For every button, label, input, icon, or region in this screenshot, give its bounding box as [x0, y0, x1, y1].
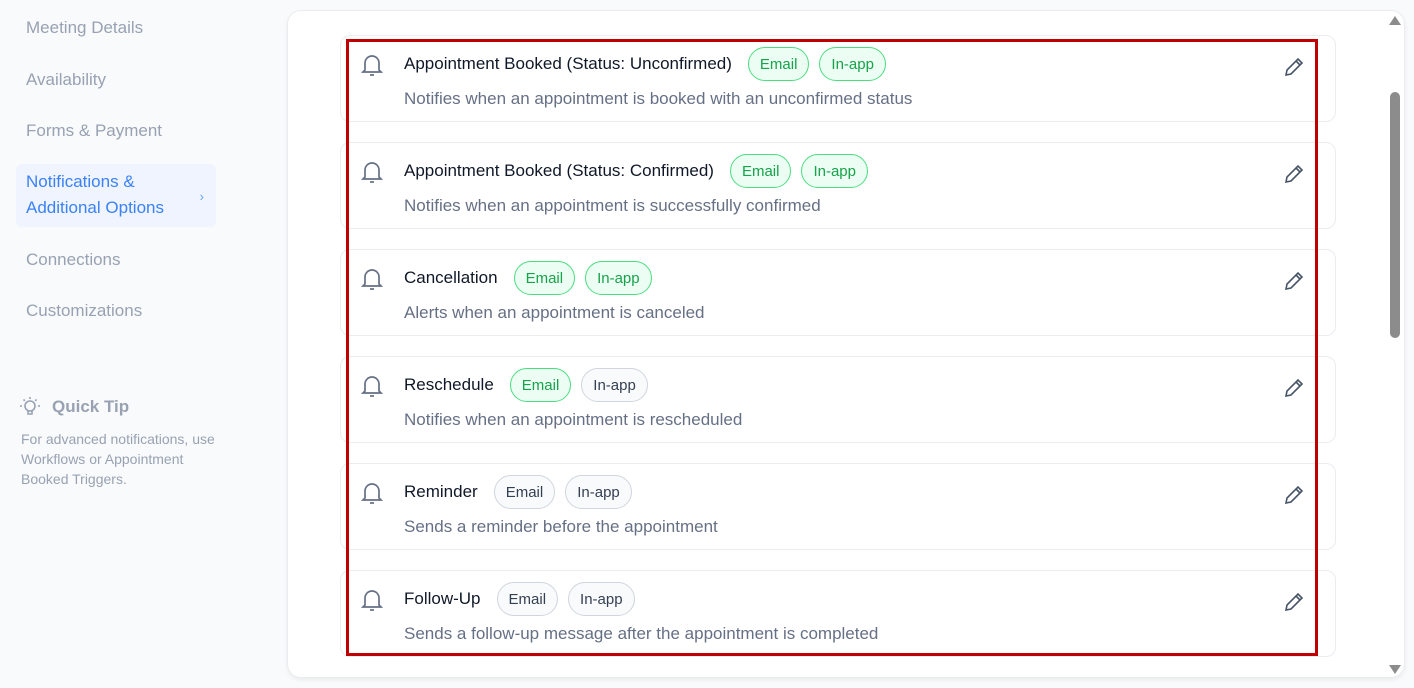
sidebar-item-availability[interactable]: Availability [26, 70, 107, 89]
notification-title: Cancellation [404, 268, 498, 287]
notification-title: Follow-Up [404, 589, 481, 608]
email-channel-chip[interactable]: Email [513, 261, 576, 295]
bell-icon [361, 269, 383, 290]
notification-description: Sends a follow-up message after the appo… [404, 624, 879, 643]
bell-icon [361, 483, 383, 504]
edit-pencil-icon[interactable] [1283, 163, 1305, 185]
quick-tip: Quick Tip For advanced notifications, us… [18, 395, 228, 489]
sidebar-item-meeting-details[interactable]: Meeting Details [26, 18, 144, 37]
email-channel-chip[interactable]: Email [509, 368, 572, 402]
notification-card: Appointment Booked (Status: Confirmed) E… [340, 142, 1336, 229]
notification-description: Sends a reminder before the appointment [404, 517, 718, 536]
notification-title: Reschedule [404, 375, 494, 394]
sidebar-item-connections[interactable]: Connections [26, 250, 121, 269]
edit-pencil-icon[interactable] [1283, 270, 1305, 292]
email-channel-chip[interactable]: Email [496, 582, 559, 616]
edit-pencil-icon[interactable] [1283, 377, 1305, 399]
notification-description: Notifies when an appointment is successf… [404, 196, 821, 215]
inapp-channel-chip[interactable]: In-app [585, 261, 652, 295]
notification-description: Notifies when an appointment is reschedu… [404, 410, 743, 429]
sidebar-item-label: Additional Options [26, 198, 164, 217]
lightbulb-icon [20, 397, 40, 415]
scrollbar-thumb[interactable] [1390, 92, 1400, 338]
notification-title: Appointment Booked (Status: Confirmed) [404, 161, 714, 180]
inapp-channel-chip[interactable]: In-app [819, 47, 886, 81]
notification-title: Reminder [404, 482, 478, 501]
bell-icon [361, 376, 383, 397]
quick-tip-title: Quick Tip [52, 397, 130, 416]
scroll-down-icon[interactable] [1389, 665, 1401, 674]
bell-icon [361, 162, 383, 183]
sidebar-item-customizations[interactable]: Customizations [26, 301, 143, 320]
notification-description: Notifies when an appointment is booked w… [404, 89, 913, 108]
notification-description: Alerts when an appointment is canceled [404, 303, 705, 322]
bell-icon [361, 590, 383, 611]
email-channel-chip[interactable]: Email [493, 475, 556, 509]
edit-pencil-icon[interactable] [1283, 56, 1305, 78]
chevron-right-icon: › [199, 189, 204, 204]
notification-card: Reschedule Email In-app Notifies when an… [340, 356, 1336, 443]
email-channel-chip[interactable]: Email [729, 154, 792, 188]
scrollbar[interactable] [1386, 10, 1404, 678]
inapp-channel-chip[interactable]: In-app [801, 154, 868, 188]
notification-card: Follow-Up Email In-app Sends a follow-up… [340, 570, 1336, 657]
quick-tip-text: For advanced notifications, use Workflow… [21, 431, 215, 487]
notification-title: Appointment Booked (Status: Unconfirmed) [404, 54, 732, 73]
edit-pencil-icon[interactable] [1283, 591, 1305, 613]
sidebar-item-forms-payment[interactable]: Forms & Payment [26, 121, 163, 140]
sidebar-item-label: Notifications & [26, 172, 135, 191]
notification-card: Reminder Email In-app Sends a reminder b… [340, 463, 1336, 550]
notification-card: Appointment Booked (Status: Unconfirmed)… [340, 35, 1336, 122]
inapp-channel-chip[interactable]: In-app [581, 368, 648, 402]
email-channel-chip[interactable]: Email [747, 47, 810, 81]
notifications-panel: Appointment Booked (Status: Unconfirmed)… [287, 10, 1405, 678]
bell-icon [361, 55, 383, 76]
inapp-channel-chip[interactable]: In-app [568, 582, 635, 616]
scroll-up-icon[interactable] [1389, 16, 1401, 25]
edit-pencil-icon[interactable] [1283, 484, 1305, 506]
notification-card: Cancellation Email In-app Alerts when an… [340, 249, 1336, 336]
sidebar-item-notifications[interactable]: Notifications & Additional Options › [16, 164, 216, 227]
inapp-channel-chip[interactable]: In-app [565, 475, 632, 509]
